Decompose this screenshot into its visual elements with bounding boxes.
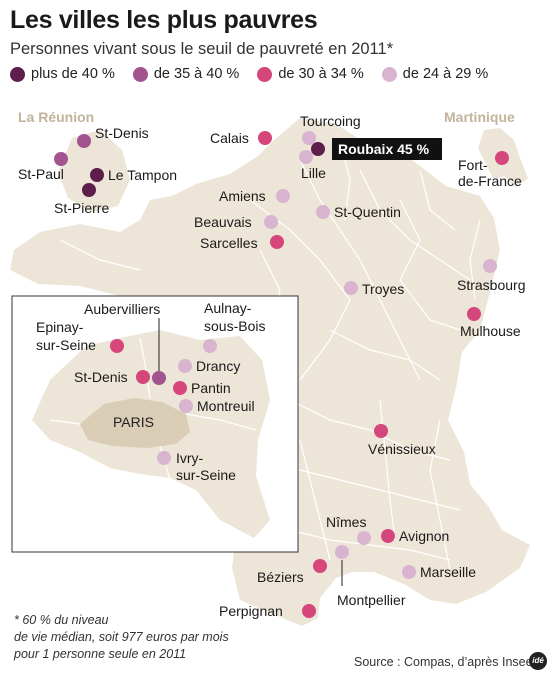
marker-perpignan (302, 604, 316, 618)
legend-swatch (257, 66, 273, 82)
marker-pantin (173, 381, 187, 395)
label-lille: Lille (301, 165, 326, 181)
legend-swatch (132, 66, 148, 82)
leader-lines (158, 318, 343, 586)
marker-st-paul (54, 152, 68, 166)
label-sarcelles: Sarcelles (200, 235, 258, 251)
label-amiens: Amiens (219, 188, 266, 204)
legend-item-24-29: de 24 à 29 % (381, 66, 489, 82)
marker-ivry (157, 451, 171, 465)
marker-mulhouse (467, 307, 481, 321)
city-markers (54, 131, 509, 618)
label-epinay-1: Epinay- (36, 319, 84, 335)
label-marseille: Marseille (420, 564, 476, 580)
marker-nimes (357, 531, 371, 545)
marker-aulnay (203, 339, 217, 353)
marker-montreuil (179, 399, 193, 413)
marker-drancy (178, 359, 192, 373)
label-aulnay-2: sous-Bois (204, 318, 265, 334)
roubaix-highlight-label: Roubaix 45 % (338, 141, 430, 157)
marker-roubaix (311, 142, 325, 156)
marker-le-tampon (90, 168, 104, 182)
label-st-denis-reunion: St-Denis (95, 125, 149, 141)
marker-strasbourg (483, 259, 497, 273)
marker-marseille (402, 565, 416, 579)
marker-epinay (110, 339, 124, 353)
label-st-pierre: St-Pierre (54, 200, 109, 216)
label-fort-de-france-1: Fort- (458, 157, 488, 173)
marker-lille (299, 150, 313, 164)
region-label-reunion: La Réunion (18, 109, 94, 125)
label-venissieux: Vénissieux (368, 441, 436, 457)
label-drancy: Drancy (196, 358, 240, 374)
legend-item-35-40: de 35 à 40 % (132, 66, 240, 82)
marker-fort-de-france (495, 151, 509, 165)
marker-beauvais (264, 215, 278, 229)
label-beauvais: Beauvais (194, 214, 252, 230)
marker-sarcelles (270, 235, 284, 249)
label-strasbourg: Strasbourg (457, 277, 525, 293)
label-epinay-2: sur-Seine (36, 337, 96, 353)
marker-st-pierre (82, 183, 96, 197)
paris-label: PARIS (113, 414, 154, 430)
legend-label: de 24 à 29 % (402, 66, 489, 82)
marker-calais (258, 131, 272, 145)
footnote-line: pour 1 personne seule en 2011 (14, 647, 187, 661)
legend-label: de 35 à 40 % (153, 66, 240, 82)
marker-aubervilliers (152, 371, 166, 385)
label-perpignan: Perpignan (219, 603, 283, 619)
footnote: * 60 % du niveau de vie médian, soit 977… (14, 612, 229, 663)
marker-amiens (276, 189, 290, 203)
footnote-line: * 60 % du niveau (14, 613, 109, 627)
marker-tourcoing (302, 131, 316, 145)
paris-area (80, 398, 190, 448)
marker-beziers (313, 559, 327, 573)
source-credit: Source : Compas, d’après Insee (354, 655, 533, 669)
marker-venissieux (374, 424, 388, 438)
legend-item-plus40: plus de 40 % (10, 66, 115, 82)
label-le-tampon: Le Tampon (108, 167, 177, 183)
marker-st-quentin (316, 205, 330, 219)
label-montreuil: Montreuil (197, 398, 255, 414)
marker-avignon (381, 529, 395, 543)
legend-label: plus de 40 % (31, 66, 115, 82)
label-troyes: Troyes (362, 281, 404, 297)
footnote-line: de vie médian, soit 977 euros par mois (14, 630, 229, 644)
label-nimes: Nîmes (326, 514, 366, 530)
map-title: Les villes les plus pauvres (10, 6, 318, 34)
label-tourcoing: Tourcoing (300, 113, 361, 129)
label-avignon: Avignon (399, 528, 449, 544)
label-fort-de-france-2: de-France (458, 173, 522, 189)
marker-st-denis-reunion (77, 134, 91, 148)
label-ivry-1: Ivry- (176, 450, 204, 466)
roubaix-highlight-box (332, 138, 442, 160)
label-aulnay-1: Aulnay- (204, 300, 252, 316)
legend-swatch (10, 66, 25, 82)
marker-st-denis-idf (136, 370, 150, 384)
legend: plus de 40 % de 35 à 40 % de 30 à 34 % d… (10, 66, 488, 82)
label-mulhouse: Mulhouse (460, 323, 521, 339)
ide-logo: idé (529, 652, 547, 670)
label-st-paul: St-Paul (18, 166, 64, 182)
legend-label: de 30 à 34 % (278, 66, 364, 82)
label-aubervilliers: Aubervilliers (84, 301, 160, 317)
label-pantin: Pantin (191, 380, 231, 396)
label-montpellier: Montpellier (337, 592, 406, 608)
marker-montpellier (335, 545, 349, 559)
marker-troyes (344, 281, 358, 295)
label-calais: Calais (210, 130, 249, 146)
map-subtitle: Personnes vivant sous le seuil de pauvre… (10, 40, 394, 58)
label-beziers: Béziers (257, 569, 304, 585)
label-ivry-2: sur-Seine (176, 467, 236, 483)
legend-item-30-34: de 30 à 34 % (257, 66, 364, 82)
label-st-denis-idf: St-Denis (74, 369, 128, 385)
label-st-quentin: St-Quentin (334, 204, 401, 220)
legend-swatch (381, 66, 397, 82)
region-label-martinique: Martinique (444, 109, 515, 125)
